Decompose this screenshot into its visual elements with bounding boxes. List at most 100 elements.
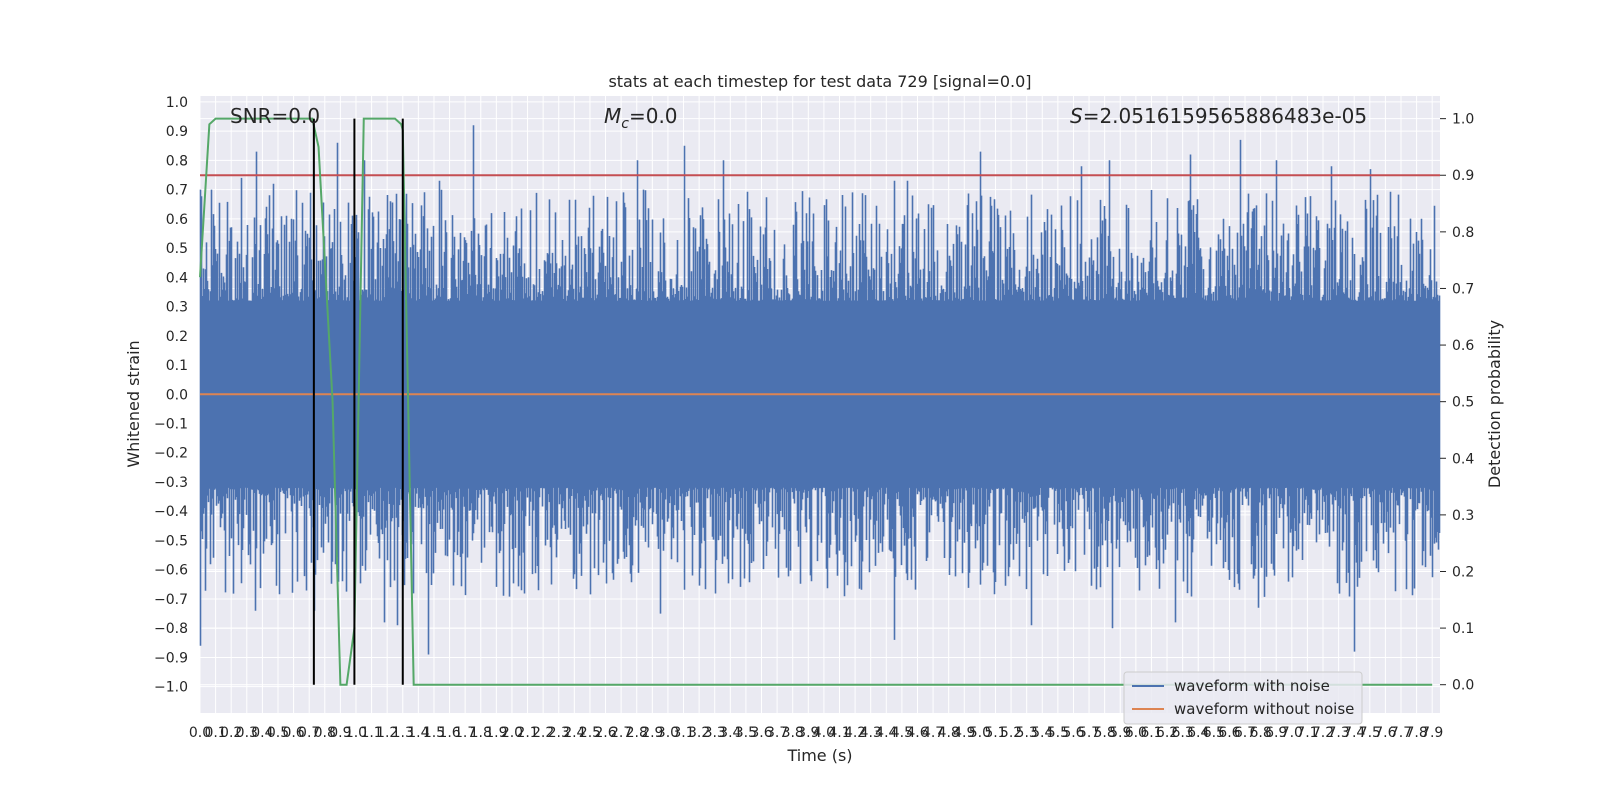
x-tick-label: 6.2 [1156, 725, 1178, 741]
x-tick-label: 3.0 [657, 725, 679, 741]
y-tick-label-right: 0.3 [1452, 508, 1474, 524]
annotation-layer: SNR=0.0 Mc=0.0 S=2.0516159565886483e-05 [230, 104, 1367, 132]
x-tick-label: 5.6 [1062, 725, 1084, 741]
y-tick-label-left: 0.8 [166, 153, 188, 169]
y-tick-label-left: 1.0 [166, 95, 188, 111]
y-tick-label-right: 0.5 [1452, 395, 1474, 411]
y-tick-label-left: 0.4 [166, 270, 188, 286]
x-tick-label: 1.0 [345, 725, 367, 741]
x-tick-label: 1.5 [423, 725, 445, 741]
x-tick-label: 2.5 [579, 725, 601, 741]
waveform-with-noise-line [199, 125, 1441, 655]
x-tick-label: 2.1 [516, 725, 538, 741]
x-tick-label: 5.7 [1078, 725, 1100, 741]
x-tick-label: 0.1 [204, 725, 226, 741]
x-tick-label: 1.1 [360, 725, 382, 741]
mc-value: =0.0 [629, 104, 678, 128]
y-tick-label-left: 0.3 [166, 300, 188, 316]
y-tick-label-left: 0.7 [166, 183, 188, 199]
x-tick-label: 0.7 [298, 725, 320, 741]
x-tick-label: 3.7 [766, 725, 788, 741]
y-tick-label-left: −0.3 [154, 475, 188, 491]
x-tick-label: 6.3 [1172, 725, 1194, 741]
x-tick-label: 2.7 [610, 725, 632, 741]
x-tick-label: 2.3 [548, 725, 570, 741]
x-tick-label: 4.1 [828, 725, 850, 741]
x-tick-label: 4.6 [906, 725, 928, 741]
x-tick-label: 5.4 [1031, 725, 1053, 741]
chirp-mass-annotation: Mc=0.0 [604, 104, 678, 132]
y-tick-label-left: −0.7 [154, 592, 188, 608]
x-tick-label: 5.8 [1094, 725, 1116, 741]
x-tick-label: 6.0 [1125, 725, 1147, 741]
x-tick-label: 3.9 [797, 725, 819, 741]
x-tick-label: 6.8 [1249, 725, 1271, 741]
y-tick-label-right: 0.4 [1452, 451, 1474, 467]
x-tick-label: 1.4 [407, 725, 429, 741]
x-tick-label: 3.8 [782, 725, 804, 741]
y-tick-label-left: −1.0 [154, 680, 188, 696]
x-tick-label: 6.5 [1203, 725, 1225, 741]
x-tick-label: 2.6 [594, 725, 616, 741]
x-tick-label: 0.5 [267, 725, 289, 741]
x-tick-label: 0.2 [220, 725, 242, 741]
x-tick-label: 7.9 [1421, 725, 1443, 741]
x-tick-label: 3.4 [719, 725, 741, 741]
y-tick-label-right: 0.0 [1452, 678, 1474, 694]
y-tick-label-left: −0.2 [154, 446, 188, 462]
y-tick-label-right: 1.0 [1452, 112, 1474, 128]
x-tick-label: 4.0 [813, 725, 835, 741]
x-tick-label: 0.6 [282, 725, 304, 741]
x-tick-label: 7.5 [1359, 725, 1381, 741]
y-tick-label-left: 0.0 [166, 387, 188, 403]
x-tick-label: 6.4 [1187, 725, 1209, 741]
x-tick-label: 3.6 [750, 725, 772, 741]
x-tick-label: 3.5 [735, 725, 757, 741]
y-axis-label-right: Detection probability [1485, 320, 1504, 488]
series-layer [199, 117, 1441, 686]
y-tick-label-left: 0.5 [166, 241, 188, 257]
x-tick-label: 7.1 [1296, 725, 1318, 741]
snr-annotation: SNR=0.0 [230, 104, 320, 128]
x-tick-label: 5.5 [1047, 725, 1069, 741]
y-tick-label-left: −0.5 [154, 533, 188, 549]
x-tick-label: 7.7 [1390, 725, 1412, 741]
y-tick-label-left: 0.1 [166, 358, 188, 374]
x-tick-label: 2.8 [626, 725, 648, 741]
legend-entry-clean: waveform without noise [1174, 700, 1354, 718]
x-tick-label: 1.6 [438, 725, 460, 741]
x-tick-label: 4.9 [953, 725, 975, 741]
y-tick-label-left: 0.6 [166, 212, 188, 228]
y-tick-label-left: −0.4 [154, 504, 188, 520]
detection-probability-line [199, 117, 1433, 686]
legend: waveform with noise waveform without noi… [1123, 671, 1363, 725]
y-tick-label-right: 0.9 [1452, 168, 1474, 184]
x-tick-label: 6.1 [1140, 725, 1162, 741]
x-tick-label: 1.7 [454, 725, 476, 741]
x-tick-label: 1.3 [392, 725, 414, 741]
x-tick-label: 1.8 [470, 725, 492, 741]
legend-box [1123, 671, 1363, 725]
x-tick-label: 2.0 [501, 725, 523, 741]
legend-entry-noisy: waveform with noise [1174, 677, 1330, 695]
x-tick-label: 5.0 [969, 725, 991, 741]
x-tick-label: 6.9 [1265, 725, 1287, 741]
x-tick-label: 5.3 [1016, 725, 1038, 741]
y-tick-label-right: 0.7 [1452, 281, 1474, 297]
x-tick-label: 6.7 [1234, 725, 1256, 741]
x-tick-label: 7.3 [1327, 725, 1349, 741]
x-tick-label: 3.3 [704, 725, 726, 741]
x-tick-label: 0.0 [189, 725, 211, 741]
y-tick-label-left: −0.8 [154, 621, 188, 637]
x-tick-label: 7.2 [1312, 725, 1334, 741]
y-tick-label-left: −0.6 [154, 563, 188, 579]
x-tick-label: 4.7 [922, 725, 944, 741]
y-tick-label-right: 0.8 [1452, 225, 1474, 241]
x-tick-label: 2.2 [532, 725, 554, 741]
x-tick-label: 1.2 [376, 725, 398, 741]
x-tick-label: 5.1 [984, 725, 1006, 741]
x-tick-label: 4.4 [875, 725, 897, 741]
y-tick-label-left: 0.2 [166, 329, 188, 345]
